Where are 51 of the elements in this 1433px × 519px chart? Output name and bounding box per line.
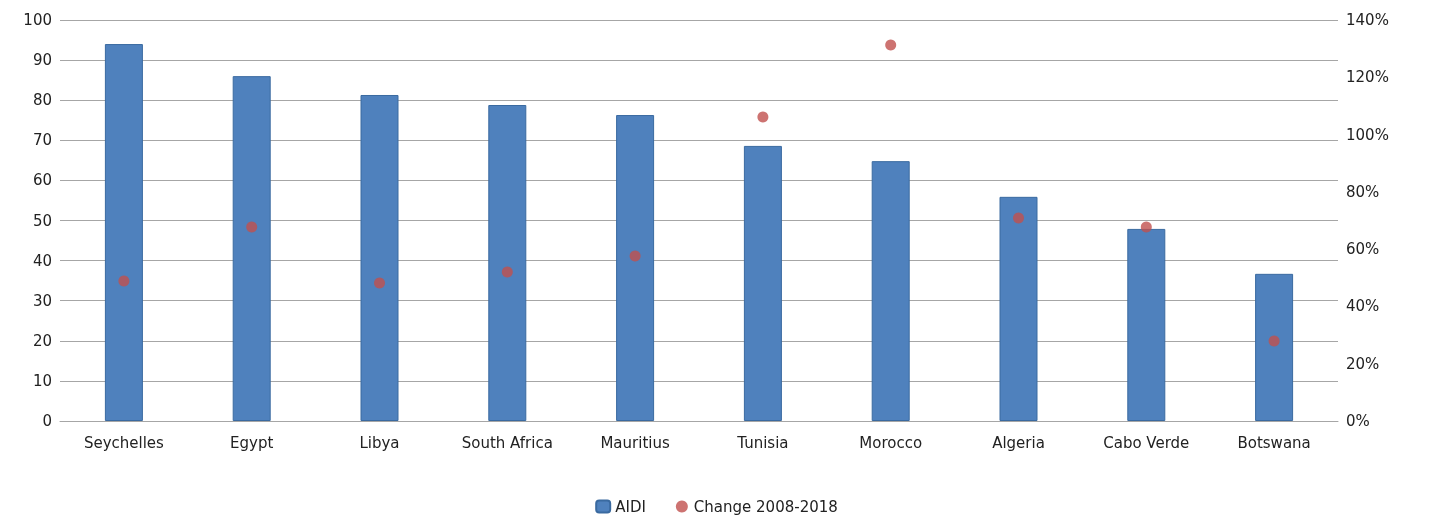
y-tick-label: 0 — [42, 412, 52, 430]
bar — [999, 196, 1038, 421]
y-tick-label: 80 — [32, 91, 52, 110]
x-tick-label: Mauritius — [600, 433, 670, 452]
y-tick-label: 60 — [32, 171, 52, 190]
bar — [232, 76, 271, 421]
x-tick-label: Morocco — [859, 433, 923, 452]
y2-tick-label: 100% — [1346, 125, 1389, 144]
bar — [871, 161, 910, 421]
y-tick-label: 50 — [32, 211, 52, 230]
point — [757, 111, 769, 123]
y-tick-label: 100 — [23, 11, 52, 29]
bar — [104, 44, 143, 421]
x-tick-label: Tunisia — [736, 433, 789, 452]
y-tick-label: 40 — [32, 251, 52, 270]
point — [1013, 212, 1024, 224]
legend-label: AIDI — [615, 497, 646, 516]
point — [246, 221, 258, 233]
y2-tick-label: 0% — [1346, 412, 1370, 430]
x-tick-label: Botswana — [1237, 433, 1311, 452]
point — [501, 266, 513, 278]
x-tick-label: Egypt — [230, 433, 274, 452]
x-tick-label: Cabo Verde — [1103, 433, 1190, 452]
bar — [743, 145, 782, 421]
x-tick-label: Seychelles — [83, 433, 165, 452]
bar — [616, 115, 655, 421]
bar — [488, 105, 527, 421]
y-tick-label: 10 — [32, 371, 52, 390]
legend-label: Change 2008-2018 — [693, 497, 838, 516]
x-tick-label: Libya — [359, 433, 400, 452]
y2-tick-label: 60% — [1346, 240, 1380, 259]
y2-tick-label: 140% — [1346, 11, 1389, 29]
y2-tick-label: 40% — [1346, 297, 1380, 316]
y2-tick-label: 20% — [1346, 354, 1380, 373]
point — [374, 277, 385, 289]
point — [1140, 221, 1152, 233]
bar — [1255, 273, 1294, 421]
point — [1268, 335, 1280, 347]
y2-tick-label: 120% — [1346, 68, 1389, 87]
point — [118, 275, 130, 287]
bar — [1127, 228, 1166, 421]
y2-tick-label: 80% — [1346, 182, 1380, 201]
point — [629, 250, 641, 262]
bar — [360, 94, 399, 421]
y-tick-label: 30 — [32, 291, 52, 310]
y-tick-label: 70 — [32, 131, 52, 150]
x-tick-label: Algeria — [992, 433, 1045, 452]
x-tick-label: South Africa — [461, 433, 553, 452]
point — [885, 39, 897, 51]
y-tick-label: 90 — [32, 51, 52, 70]
y-tick-label: 20 — [32, 331, 52, 350]
